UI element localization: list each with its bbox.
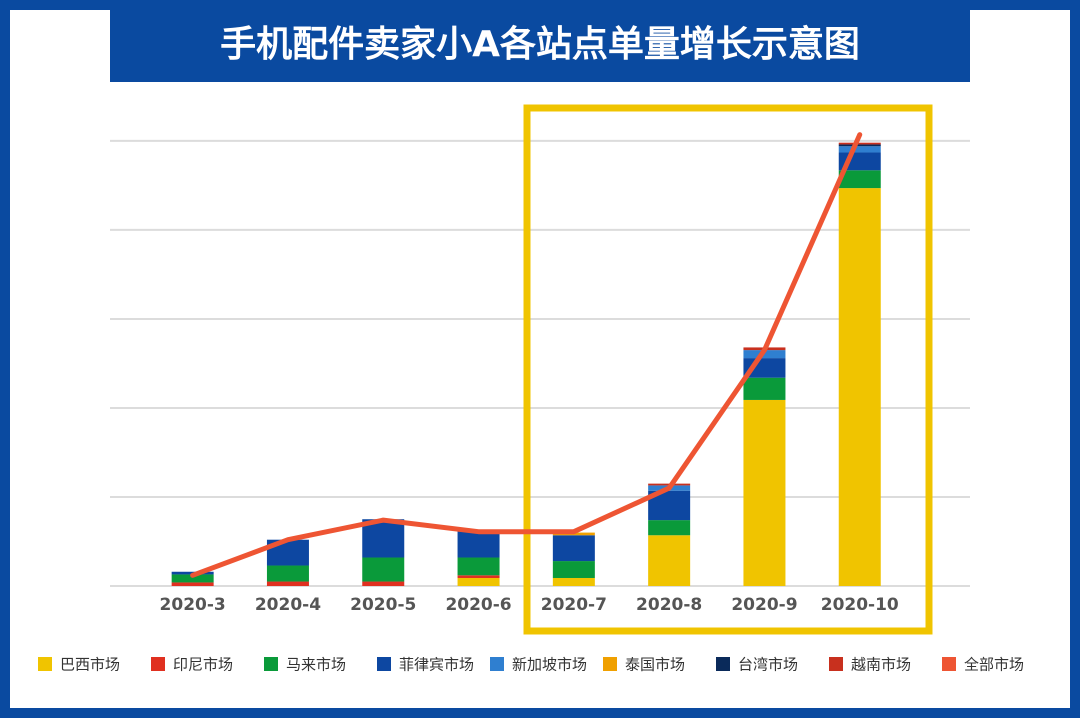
bar-segment: [362, 557, 405, 582]
bar-segment: [838, 144, 881, 147]
legend-swatch: [716, 657, 730, 671]
legend-label: 印尼市场: [173, 656, 233, 674]
bar-segment: [457, 575, 500, 578]
bar-segment: [838, 146, 881, 153]
legend-label: 越南市场: [851, 656, 911, 674]
x-tick-label: 2020-10: [821, 595, 899, 615]
x-tick-label: 2020-4: [255, 595, 321, 615]
legend-swatch: [377, 657, 391, 671]
bar-segment: [552, 577, 595, 586]
legend-label: 巴西市场: [60, 656, 120, 674]
legend-swatch: [151, 657, 165, 671]
legend-swatch: [942, 657, 956, 671]
legend-label: 台湾市场: [738, 656, 798, 674]
legend-label: 全部市场: [964, 656, 1024, 674]
legend-swatch: [38, 657, 52, 671]
bar-segment: [171, 582, 214, 586]
chart-title: 手机配件卖家小A各站点单量增长示意图: [220, 24, 860, 65]
legend-label: 泰国市场: [625, 656, 685, 674]
total-line: [190, 132, 863, 578]
legend-swatch: [264, 657, 278, 671]
x-tick-label: 2020-8: [636, 595, 702, 615]
x-tick-label: 2020-3: [160, 595, 226, 615]
bar-segment: [171, 574, 214, 583]
legend-label: 马来市场: [286, 656, 346, 674]
bar-segment: [838, 170, 881, 189]
legend-swatch: [490, 657, 504, 671]
bar-segment: [552, 561, 595, 578]
bar-segment: [362, 581, 405, 586]
bar-segment: [648, 520, 691, 536]
bar-segment: [266, 581, 309, 586]
bar-segment: [838, 142, 881, 145]
bar-segment: [457, 557, 500, 576]
bar-segment: [648, 535, 691, 586]
title-bar: [110, 8, 970, 82]
highlight-box: [523, 104, 933, 635]
bar-segment: [457, 529, 500, 558]
bar-segment: [743, 377, 786, 400]
bar-segment: [266, 565, 309, 582]
legend-swatch: [829, 657, 843, 671]
legend-label: 菲律宾市场: [399, 656, 474, 674]
bar-segment: [457, 577, 500, 586]
legend-label: 新加坡市场: [512, 656, 587, 674]
bar-segment: [552, 535, 595, 562]
legend-swatch: [603, 657, 617, 671]
bar-segment: [743, 399, 786, 586]
x-tick-label: 2020-5: [350, 595, 416, 615]
bar-segment: [362, 519, 405, 558]
x-tick-label: 2020-9: [731, 595, 797, 615]
x-tick-label: 2020-7: [541, 595, 607, 615]
bar-segment: [838, 188, 881, 587]
x-tick-label: 2020-6: [445, 595, 511, 615]
